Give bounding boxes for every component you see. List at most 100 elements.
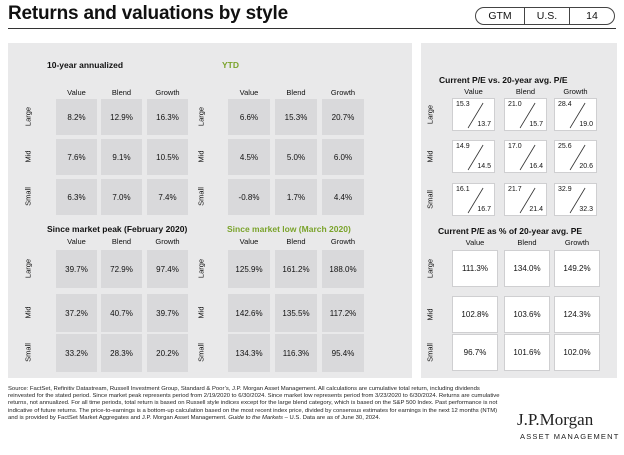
value-cell: 116.3% <box>275 334 317 372</box>
row-header-large: Large <box>196 106 206 127</box>
diagonal-divider <box>569 144 586 171</box>
diagonal-line <box>569 144 586 171</box>
value-cell: 161.2% <box>275 250 317 288</box>
pe-cell: 21.0 15.7 <box>504 98 547 131</box>
current-pe: 25.6 <box>558 143 572 150</box>
row-header-mid: Mid <box>425 149 435 163</box>
diagonal-line <box>519 102 536 129</box>
value-cell: 125.9% <box>228 250 270 288</box>
pe-cell: 17.0 16.4 <box>504 140 547 173</box>
ten-year-title: 10-year annualized <box>47 60 124 70</box>
header-tags: GTM U.S. 14 <box>475 7 615 25</box>
current-pe: 17.0 <box>508 143 522 150</box>
ytd-title: YTD <box>222 60 239 70</box>
value-cell: 103.6% <box>504 296 550 333</box>
value-cell: 96.7% <box>452 334 498 371</box>
value-cell: 8.2% <box>56 99 97 135</box>
diagonal-line <box>467 102 484 129</box>
value-cell: 135.5% <box>275 294 317 332</box>
row-header-large: Large <box>23 258 33 279</box>
current-pe: 16.1 <box>456 186 470 193</box>
value-cell: 117.2% <box>322 294 364 332</box>
value-cell: 9.1% <box>101 139 142 175</box>
row-header-small: Small <box>23 187 33 206</box>
value-cell: 40.7% <box>101 294 142 332</box>
row-header-mid: Mid <box>196 150 206 163</box>
value-cell: 95.4% <box>322 334 364 372</box>
footnote-date: – U.S. Data are as of June 30, 2024. <box>282 414 381 421</box>
avg-pe: 14.5 <box>477 163 491 170</box>
col-header-blend: Blend <box>517 238 537 247</box>
avg-pe: 13.7 <box>477 121 491 128</box>
page-title: Returns and valuations by style <box>8 3 288 24</box>
value-cell: 1.7% <box>275 179 317 215</box>
diagonal-divider <box>569 187 586 214</box>
diagonal-line <box>569 102 586 129</box>
row-header-mid: Mid <box>425 307 435 321</box>
row-header-large: Large <box>425 104 435 124</box>
col-header-blend: Blend <box>111 237 132 246</box>
value-cell: 4.4% <box>322 179 364 215</box>
avg-pe: 16.4 <box>529 163 543 170</box>
diagonal-divider <box>519 144 536 171</box>
row-header-small: Small <box>425 342 435 362</box>
footnote-publication: Guide to the Markets <box>228 414 283 421</box>
avg-pe: 21.4 <box>529 206 543 213</box>
value-cell: 134.0% <box>504 250 550 287</box>
col-header-blend: Blend <box>111 88 132 97</box>
col-header-blend: Blend <box>286 88 306 97</box>
diagonal-divider <box>467 102 484 129</box>
avg-pe: 19.0 <box>579 121 593 128</box>
current-pe: 32.9 <box>558 186 572 193</box>
row-header-small: Small <box>23 343 33 362</box>
pe-cell: 15.3 13.7 <box>452 98 495 131</box>
row-header-large: Large <box>425 258 435 278</box>
avg-pe: 15.7 <box>529 121 543 128</box>
tag-gtm: GTM <box>475 7 525 25</box>
value-cell: 4.5% <box>228 139 270 175</box>
col-header-blend: Blend <box>515 87 536 96</box>
diagonal-divider <box>467 187 484 214</box>
value-cell: 16.3% <box>147 99 188 135</box>
avg-pe: 32.3 <box>579 206 593 213</box>
value-cell: 102.0% <box>554 334 600 371</box>
value-cell: 20.7% <box>322 99 364 135</box>
diagonal-divider <box>519 102 536 129</box>
col-header-blend: Blend <box>286 237 306 246</box>
row-header-mid: Mid <box>196 306 206 319</box>
value-cell: 188.0% <box>322 250 364 288</box>
row-header-small: Small <box>196 343 206 362</box>
col-header-value: Value <box>67 88 86 97</box>
current-pe: 14.9 <box>456 143 470 150</box>
since-peak-title: Since market peak (February 2020) <box>47 224 188 234</box>
asset-management-label: ASSET MANAGEMENT <box>520 432 620 441</box>
current-pe: 15.3 <box>456 101 470 108</box>
pe-cell: 21.7 21.4 <box>504 183 547 216</box>
pe-cell: 32.9 32.3 <box>554 183 597 216</box>
value-cell: 39.7% <box>56 250 97 288</box>
col-header-growth: Growth <box>330 237 356 246</box>
pe-cell: 25.6 20.6 <box>554 140 597 173</box>
value-cell: 102.8% <box>452 296 498 333</box>
diagonal-line <box>519 187 536 214</box>
diagonal-line <box>569 187 586 214</box>
value-cell: 20.2% <box>147 334 188 372</box>
value-cell: 15.3% <box>275 99 317 135</box>
value-cell: 33.2% <box>56 334 97 372</box>
row-header-small: Small <box>196 187 206 206</box>
current-pe: 28.4 <box>558 101 572 108</box>
diagonal-divider <box>569 102 586 129</box>
value-cell: 7.0% <box>101 179 142 215</box>
diagonal-line <box>519 144 536 171</box>
col-header-growth: Growth <box>564 238 590 247</box>
pe-cell: 14.9 14.5 <box>452 140 495 173</box>
diagonal-divider <box>519 187 536 214</box>
value-cell: 149.2% <box>554 250 600 287</box>
title-rule <box>8 28 616 29</box>
diagonal-line <box>467 144 484 171</box>
col-header-growth: Growth <box>155 237 180 246</box>
value-cell: 72.9% <box>101 250 142 288</box>
col-header-growth: Growth <box>563 87 588 96</box>
diagonal-line <box>467 187 484 214</box>
value-cell: 124.3% <box>554 296 600 333</box>
